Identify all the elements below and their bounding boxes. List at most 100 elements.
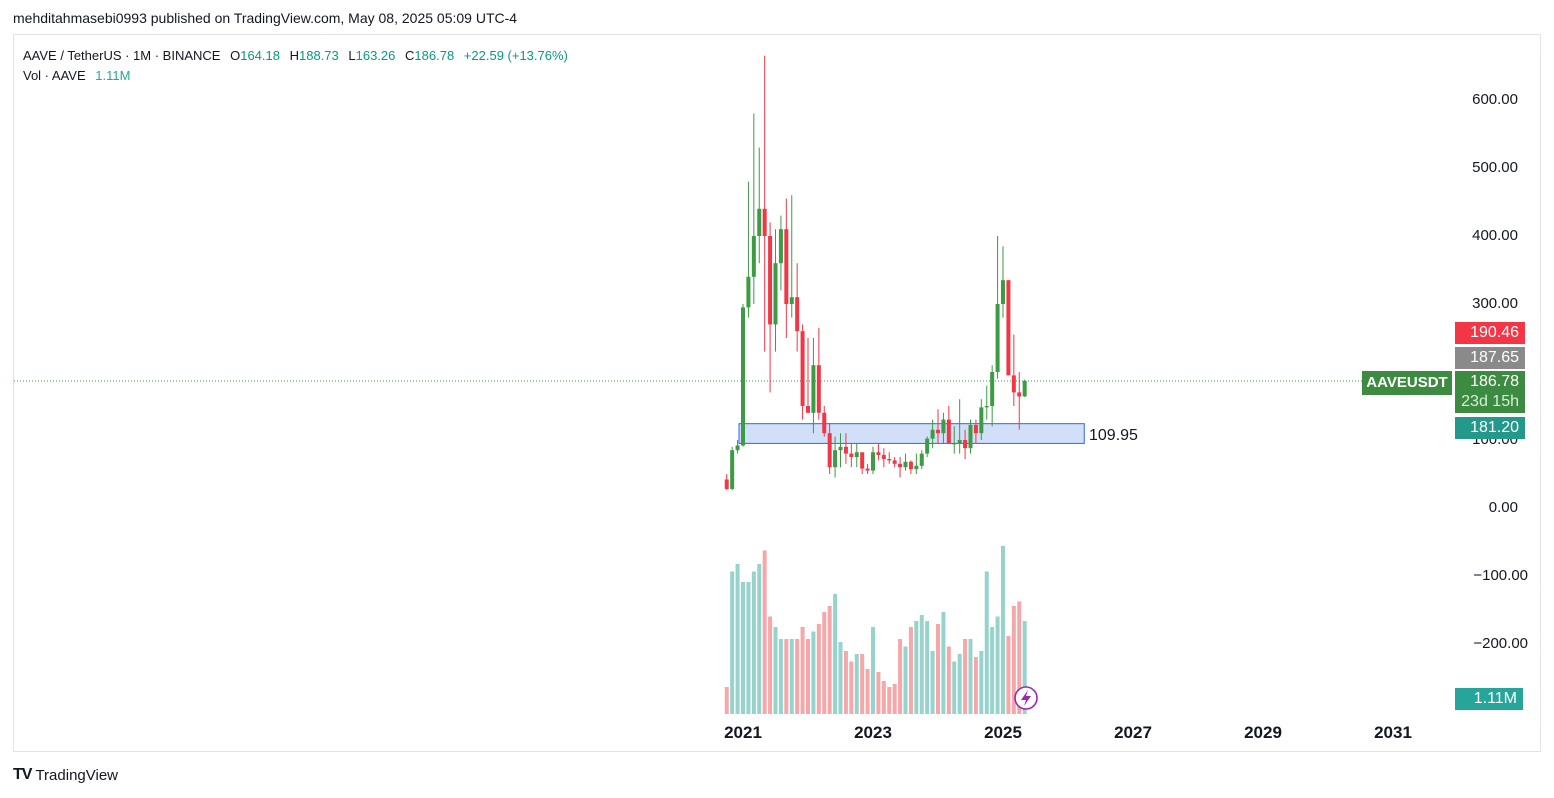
volume-bar: [1017, 601, 1022, 714]
volume-bar: [941, 612, 946, 714]
volume-bar: [903, 646, 908, 714]
chart-legend: AAVE / TetherUS · 1M · BINANCE O164.18 H…: [23, 46, 568, 86]
volume-bar: [892, 684, 897, 714]
candle-body: [741, 307, 745, 446]
open-value: 164.18: [240, 48, 280, 63]
candle-body: [871, 452, 875, 471]
lightning-icon: [1014, 686, 1038, 710]
volume-bar: [773, 627, 778, 714]
volume-bar: [778, 639, 783, 714]
candle-body: [843, 446, 848, 454]
candle-body: [838, 446, 843, 451]
open-label: O: [230, 48, 241, 63]
volume-bar: [800, 627, 805, 714]
candle-body: [1006, 280, 1011, 376]
publisher-line: mehditahmasebi0993 published on TradingV…: [13, 10, 518, 26]
candle-body: [957, 440, 962, 444]
support-zone: [738, 423, 1085, 444]
candle-body: [952, 443, 957, 445]
candle-body: [892, 460, 897, 464]
volume-bar: [789, 639, 794, 714]
low-price-tag: 181.20: [1455, 417, 1525, 439]
volume-bar: [946, 646, 951, 714]
candle-body: [887, 459, 892, 461]
candle-body: [800, 331, 805, 406]
tradingview-logo-icon: TV: [13, 766, 32, 783]
low-value: 163.26: [355, 48, 396, 63]
candle-body: [903, 461, 908, 468]
volume-bar: [741, 582, 745, 714]
volume-bar: [1001, 546, 1005, 714]
candle-body: [860, 452, 865, 469]
candle-body: [1001, 280, 1005, 304]
volume-bar: [860, 654, 865, 714]
symbol-line[interactable]: AAVE / TetherUS · 1M · BINANCE: [23, 48, 221, 63]
candle-body: [936, 429, 940, 434]
y-tick-label: −100.00: [1473, 567, 1528, 584]
volume-bar: [930, 651, 935, 714]
y-tick-label: 400.00: [1472, 227, 1518, 244]
y-tick-label: 300.00: [1472, 295, 1518, 312]
candle-body: [795, 297, 800, 332]
volume-bar: [816, 624, 821, 714]
volume-bar: [1011, 606, 1016, 714]
candle-body: [746, 276, 751, 308]
volume-bar: [995, 616, 1000, 714]
high-price-tag: 190.46: [1455, 322, 1525, 344]
volume-bar: [854, 654, 859, 714]
volume-bar: [865, 669, 870, 714]
close-value: 186.78: [414, 48, 455, 63]
volume-bar: [838, 642, 843, 714]
zone-level-label: 109.95: [1089, 427, 1138, 444]
volume-bar: [908, 627, 913, 714]
candle-body: [881, 454, 886, 460]
x-tick-label: 2029: [1244, 723, 1282, 742]
candle-body: [865, 468, 870, 471]
candle-body: [1017, 392, 1022, 397]
candle-body: [984, 406, 989, 408]
y-tick-label: −200.00: [1473, 635, 1528, 652]
candle-body: [919, 453, 924, 466]
x-tick-label: 2027: [1114, 723, 1152, 742]
candle-body: [963, 440, 968, 449]
x-tick-label: 2031: [1374, 723, 1412, 742]
volume-bar: [925, 621, 930, 714]
candle-body: [773, 263, 778, 325]
volume-bar: [849, 661, 854, 714]
candle-body: [973, 425, 978, 434]
volume-label[interactable]: Vol · AAVE: [23, 68, 86, 83]
volume-bar: [887, 687, 892, 714]
volume-bar: [984, 571, 989, 714]
volume-bar: [881, 681, 886, 714]
candle-body: [925, 438, 930, 454]
change-value: +22.59 (+13.76%): [463, 48, 568, 63]
x-tick-label: 2025: [984, 723, 1022, 742]
volume-bar: [784, 639, 789, 714]
volume-bar: [979, 651, 984, 714]
candle-body: [979, 407, 984, 434]
candle-body: [822, 412, 827, 434]
volume-bar: [762, 550, 767, 714]
volume-bar: [936, 624, 940, 714]
volume-bar: [957, 654, 962, 714]
candle-body: [849, 453, 854, 457]
candle-body: [757, 208, 762, 236]
volume-bar: [876, 672, 881, 714]
candle-body: [751, 236, 756, 277]
candle-body: [827, 433, 832, 468]
candle-body: [946, 419, 951, 444]
volume-tag: 1.11M: [1455, 688, 1523, 710]
candle-body: [1011, 375, 1016, 393]
volume-bar: [822, 612, 827, 714]
candle-body: [990, 372, 995, 406]
candle-body: [941, 419, 946, 434]
volume-bar: [1022, 621, 1027, 714]
volume-bar: [751, 571, 756, 714]
high-label: H: [289, 48, 299, 63]
last-price-tag: 186.78 23d 15h: [1455, 371, 1525, 413]
candle-body: [816, 365, 821, 413]
tradingview-brand[interactable]: TV TradingView: [13, 766, 118, 784]
volume-bar: [768, 616, 773, 714]
volume-bar: [990, 627, 995, 714]
